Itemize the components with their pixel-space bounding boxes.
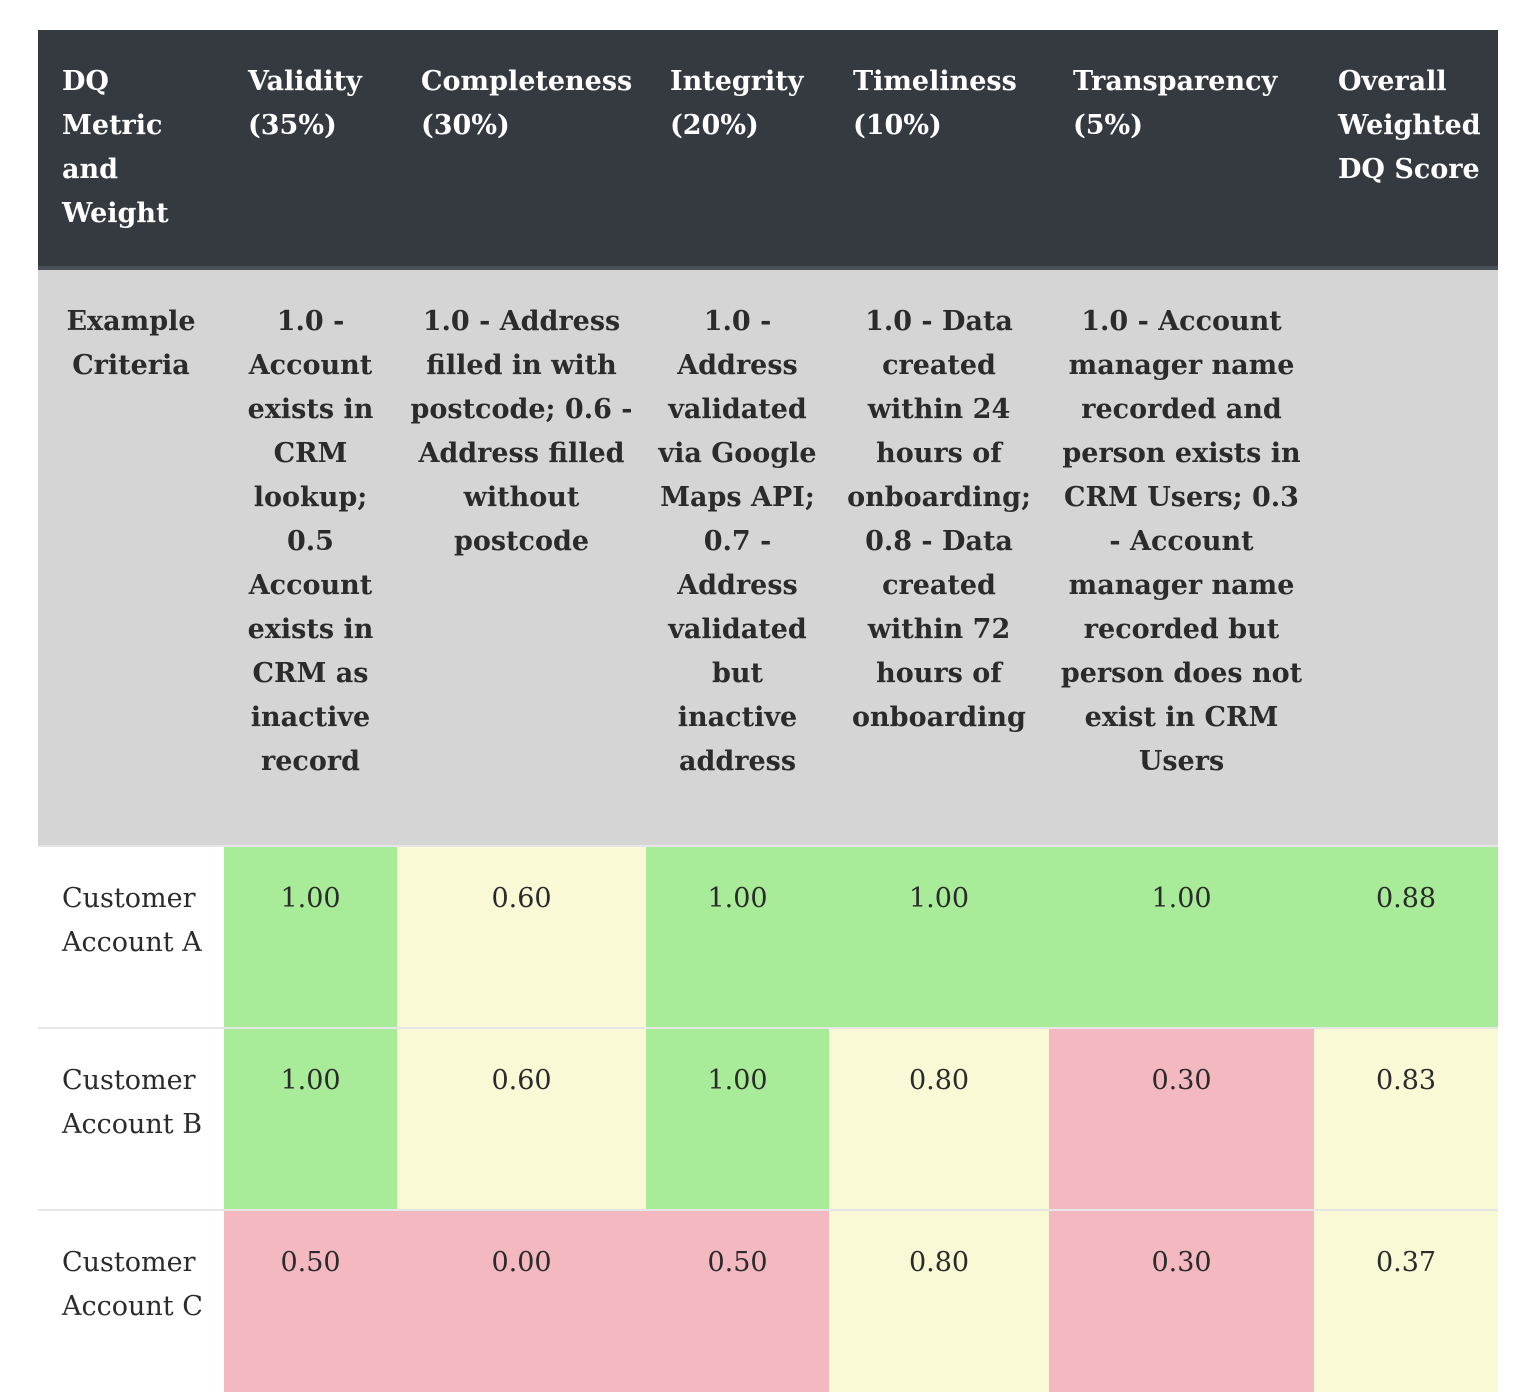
- score-cell: 1.00: [224, 846, 397, 1029]
- score-cell: 0.80: [829, 1210, 1049, 1392]
- criteria-transparency: 1.0 - Account manager name recorded and …: [1049, 268, 1314, 847]
- score-cell: 1.00: [224, 1028, 397, 1211]
- score-cell: 0.00: [397, 1210, 646, 1392]
- table-row: Customer Account B 1.00 0.60 1.00 0.80 0…: [38, 1028, 1498, 1211]
- table-body: Example Criteria 1.0 - Account exists in…: [38, 268, 1498, 1392]
- overall-score-cell: 0.83: [1314, 1028, 1498, 1211]
- score-cell: 1.00: [646, 846, 829, 1029]
- score-cell: 1.00: [1049, 846, 1314, 1029]
- score-cell: 1.00: [829, 846, 1049, 1029]
- dq-score-table-container: DQ Metric and Weight Validity (35%) Comp…: [38, 30, 1498, 1392]
- criteria-label: Example Criteria: [38, 268, 224, 847]
- header-timeliness: Timeliness (10%): [829, 30, 1049, 270]
- header-row: DQ Metric and Weight Validity (35%) Comp…: [38, 30, 1498, 270]
- overall-score-cell: 0.88: [1314, 846, 1498, 1029]
- header-transparency: Transparency (5%): [1049, 30, 1314, 270]
- overall-score-cell: 0.37: [1314, 1210, 1498, 1392]
- table-row: Customer Account A 1.00 0.60 1.00 1.00 1…: [38, 846, 1498, 1029]
- score-cell: 0.50: [224, 1210, 397, 1392]
- score-cell: 1.00: [646, 1028, 829, 1211]
- header-validity: Validity (35%): [224, 30, 397, 270]
- score-cell: 0.30: [1049, 1210, 1314, 1392]
- score-cell: 0.50: [646, 1210, 829, 1392]
- header-metric-weight: DQ Metric and Weight: [38, 30, 224, 270]
- criteria-integrity: 1.0 - Address validated via Google Maps …: [646, 268, 829, 847]
- criteria-overall: [1314, 268, 1498, 847]
- row-label: Customer Account A: [38, 846, 224, 1029]
- criteria-timeliness: 1.0 - Data created within 24 hours of on…: [829, 268, 1049, 847]
- dq-score-table: DQ Metric and Weight Validity (35%) Comp…: [38, 30, 1498, 1392]
- header-integrity: Integrity (20%): [646, 30, 829, 270]
- score-cell: 0.30: [1049, 1028, 1314, 1211]
- header-completeness: Completeness (30%): [397, 30, 646, 270]
- score-cell: 0.60: [397, 1028, 646, 1211]
- criteria-row: Example Criteria 1.0 - Account exists in…: [38, 268, 1498, 847]
- header-overall-score: Overall Weighted DQ Score: [1314, 30, 1498, 270]
- score-cell: 0.60: [397, 846, 646, 1029]
- criteria-completeness: 1.0 - Address filled in with postcode; 0…: [397, 268, 646, 847]
- table-header: DQ Metric and Weight Validity (35%) Comp…: [38, 30, 1498, 270]
- score-cell: 0.80: [829, 1028, 1049, 1211]
- row-label: Customer Account B: [38, 1028, 224, 1211]
- criteria-validity: 1.0 - Account exists in CRM lookup; 0.5 …: [224, 268, 397, 847]
- row-label: Customer Account C: [38, 1210, 224, 1392]
- table-row: Customer Account C 0.50 0.00 0.50 0.80 0…: [38, 1210, 1498, 1392]
